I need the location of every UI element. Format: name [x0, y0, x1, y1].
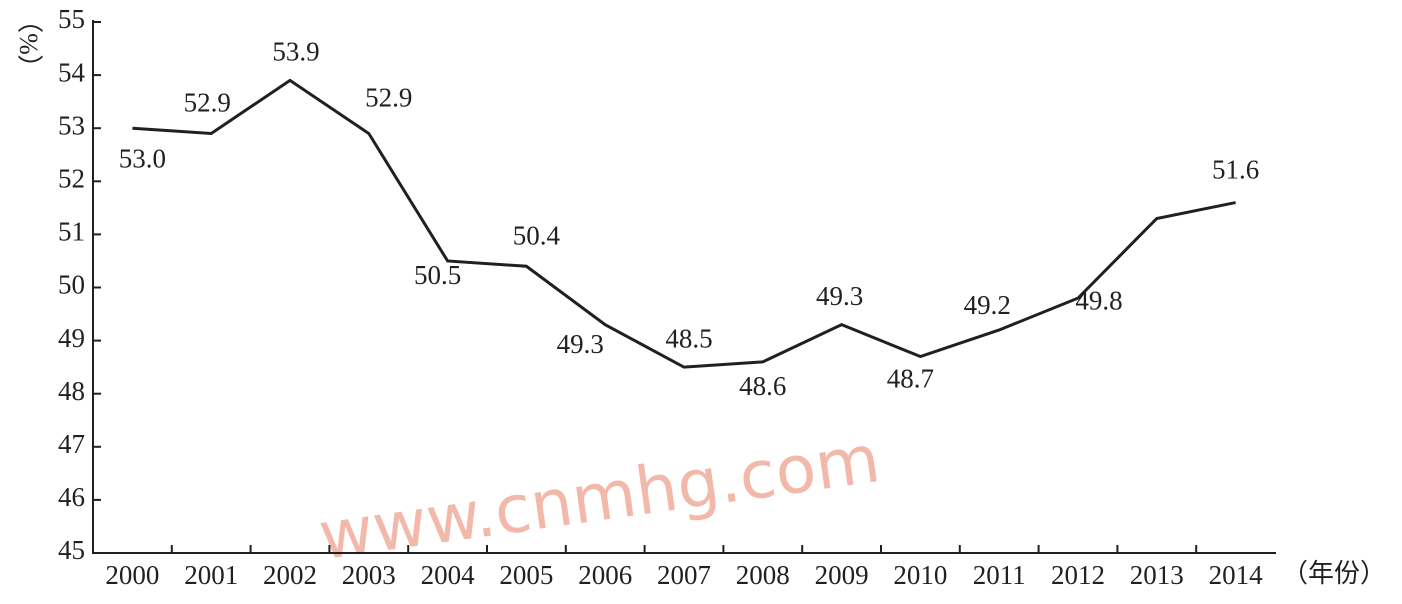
x-tick-label: 2012: [1051, 560, 1105, 590]
x-tick-label: 2006: [578, 560, 632, 590]
y-tick-label: 52: [58, 164, 85, 194]
value-label: 53.9: [272, 37, 319, 67]
watermark: www.cnmhg.com: [314, 420, 884, 575]
value-label: 51.6: [1212, 155, 1259, 185]
x-tick-label: 2008: [736, 560, 790, 590]
value-label: 49.3: [557, 329, 604, 359]
x-axis-label: （年份）: [1282, 559, 1386, 588]
value-label: 49.3: [816, 281, 863, 311]
data-line: [132, 78, 1236, 369]
y-tick-label: 50: [58, 270, 85, 300]
x-tick-label: 2010: [893, 560, 947, 590]
value-label: 52.9: [184, 88, 231, 118]
y-tick-label: 49: [58, 323, 85, 353]
y-tick-label: 48: [58, 376, 85, 406]
y-tick-label: 46: [58, 482, 85, 512]
x-tick-label: 2000: [105, 560, 159, 590]
y-tick-label: 55: [58, 4, 85, 34]
x-tick-label: 2005: [499, 560, 553, 590]
x-tick-label: 2007: [657, 560, 711, 590]
x-tick-label: 2009: [815, 560, 869, 590]
y-axis-label: （%）: [14, 7, 43, 81]
value-label: 48.7: [887, 364, 934, 394]
y-tick-label: 54: [58, 57, 86, 87]
value-label: 50.5: [414, 260, 461, 290]
x-tick-label: 2001: [184, 560, 238, 590]
value-label: 49.2: [964, 290, 1011, 320]
y-tick-label: 47: [58, 429, 85, 459]
y-tick-label: 53: [58, 110, 85, 140]
value-label: 50.4: [513, 220, 561, 250]
x-tick-label: 2014: [1209, 560, 1264, 590]
value-label: 52.9: [365, 83, 412, 113]
value-label: 49.8: [1075, 285, 1122, 315]
x-tick-label: 2002: [263, 560, 317, 590]
x-tick-label: 2003: [342, 560, 396, 590]
x-tick-label: 2004: [421, 560, 476, 590]
x-tick-label: 2013: [1130, 560, 1184, 590]
value-label: 53.0: [119, 143, 166, 173]
y-tick-label: 45: [58, 535, 85, 565]
value-label: 48.6: [739, 371, 786, 401]
x-tick-label: 2011: [973, 560, 1026, 590]
value-label: 48.5: [665, 323, 712, 353]
y-tick-label: 51: [58, 217, 85, 247]
